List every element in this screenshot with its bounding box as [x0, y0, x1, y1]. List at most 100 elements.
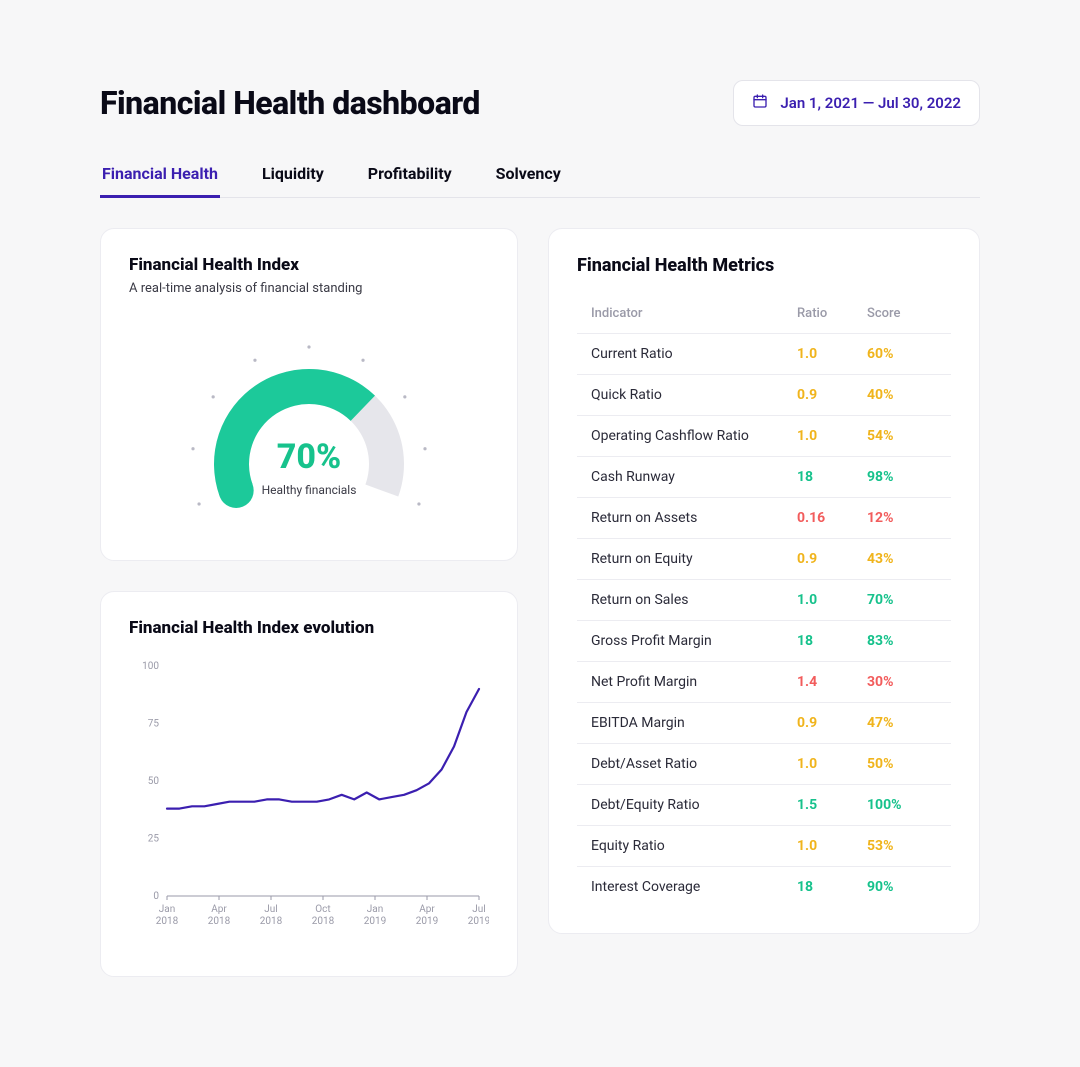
- indicator-cell: Gross Profit Margin: [591, 633, 797, 649]
- svg-text:2018: 2018: [260, 916, 283, 927]
- table-row: Current Ratio1.060%: [577, 333, 951, 374]
- score-cell: 54%: [867, 428, 937, 444]
- card-title: Financial Health Index evolution: [129, 618, 489, 638]
- tab-liquidity[interactable]: Liquidity: [260, 154, 326, 198]
- indicator-cell: Return on Equity: [591, 551, 797, 567]
- svg-text:2018: 2018: [208, 916, 231, 927]
- tab-financial-health[interactable]: Financial Health: [100, 154, 220, 198]
- table-row: Debt/Equity Ratio1.5100%: [577, 784, 951, 825]
- date-range-picker[interactable]: Jan 1, 2021 — Jul 30, 2022: [733, 80, 980, 126]
- score-cell: 47%: [867, 715, 937, 731]
- ratio-cell: 1.0: [797, 838, 867, 854]
- svg-text:Oct: Oct: [315, 904, 330, 915]
- financial-health-index-card: Financial Health Index A real-time analy…: [100, 228, 518, 561]
- table-row: Operating Cashflow Ratio1.054%: [577, 415, 951, 456]
- calendar-icon: [752, 93, 768, 113]
- indicator-cell: Return on Sales: [591, 592, 797, 608]
- ratio-cell: 1.0: [797, 756, 867, 772]
- ratio-cell: 0.9: [797, 387, 867, 403]
- score-cell: 53%: [867, 838, 937, 854]
- gauge-status: Healthy financials: [262, 483, 357, 497]
- svg-text:Jan: Jan: [159, 904, 175, 915]
- financial-health-metrics-card: Financial Health Metrics Indicator Ratio…: [548, 228, 980, 934]
- ratio-cell: 1.0: [797, 592, 867, 608]
- card-subtitle: A real-time analysis of financial standi…: [129, 281, 489, 296]
- card-title: Financial Health Index: [129, 255, 489, 275]
- score-cell: 100%: [867, 797, 937, 813]
- table-row: Net Profit Margin1.430%: [577, 661, 951, 702]
- svg-text:2019: 2019: [416, 916, 438, 927]
- ratio-cell: 0.16: [797, 510, 867, 526]
- svg-text:2018: 2018: [312, 916, 335, 927]
- svg-text:2019: 2019: [364, 916, 386, 927]
- ratio-cell: 1.5: [797, 797, 867, 813]
- score-cell: 90%: [867, 879, 937, 895]
- ratio-cell: 1.0: [797, 428, 867, 444]
- svg-text:75: 75: [148, 719, 160, 730]
- line-series: [167, 689, 479, 809]
- line-chart: 0255075100Jan2018Apr2018Jul2018Oct2018Ja…: [129, 656, 489, 950]
- dashboard: Financial Health dashboard Jan 1, 2021 —…: [40, 40, 1040, 1027]
- financial-health-evolution-card: Financial Health Index evolution 0 25 50 75…: [100, 591, 518, 977]
- tab-solvency[interactable]: Solvency: [494, 154, 563, 198]
- indicator-cell: Current Ratio: [591, 346, 797, 362]
- col-ratio: Ratio: [797, 306, 867, 321]
- tab-profitability[interactable]: Profitability: [366, 154, 454, 198]
- metrics-header: Indicator Ratio Score: [577, 294, 951, 333]
- table-row: Debt/Asset Ratio1.050%: [577, 743, 951, 784]
- ratio-cell: 1.0: [797, 346, 867, 362]
- table-row: Gross Profit Margin1883%: [577, 620, 951, 661]
- indicator-cell: Return on Assets: [591, 510, 797, 526]
- table-row: Cash Runway1898%: [577, 456, 951, 497]
- svg-text:50: 50: [148, 776, 160, 787]
- score-cell: 83%: [867, 633, 937, 649]
- indicator-cell: Operating Cashflow Ratio: [591, 428, 797, 444]
- ratio-cell: 0.9: [797, 551, 867, 567]
- indicator-cell: Debt/Equity Ratio: [591, 797, 797, 813]
- header: Financial Health dashboard Jan 1, 2021 —…: [100, 80, 980, 126]
- svg-text:25: 25: [148, 834, 160, 845]
- col-indicator: Indicator: [591, 306, 797, 321]
- left-column: Financial Health Index A real-time analy…: [100, 228, 518, 977]
- ratio-cell: 1.4: [797, 674, 867, 690]
- col-score: Score: [867, 306, 937, 321]
- score-cell: 43%: [867, 551, 937, 567]
- indicator-cell: Debt/Asset Ratio: [591, 756, 797, 772]
- svg-text:Jul: Jul: [264, 904, 277, 915]
- table-row: Return on Sales1.070%: [577, 579, 951, 620]
- table-row: Interest Coverage1890%: [577, 866, 951, 907]
- indicator-cell: Interest Coverage: [591, 879, 797, 895]
- table-row: EBITDA Margin0.947%: [577, 702, 951, 743]
- table-row: Return on Assets0.1612%: [577, 497, 951, 538]
- svg-text:Jul: Jul: [472, 904, 485, 915]
- svg-text:2019: 2019: [468, 916, 489, 927]
- score-cell: 60%: [867, 346, 937, 362]
- gauge-value: 70%: [277, 437, 341, 477]
- score-cell: 70%: [867, 592, 937, 608]
- svg-text:2018: 2018: [156, 916, 179, 927]
- svg-text:Apr: Apr: [211, 904, 227, 915]
- card-title: Financial Health Metrics: [577, 255, 951, 276]
- indicator-cell: Net Profit Margin: [591, 674, 797, 690]
- tabs: Financial Health Liquidity Profitability So…: [100, 154, 980, 198]
- metrics-body: Current Ratio1.060%Quick Ratio0.940%Oper…: [577, 333, 951, 907]
- score-cell: 40%: [867, 387, 937, 403]
- ratio-cell: 18: [797, 633, 867, 649]
- score-cell: 98%: [867, 469, 937, 485]
- svg-text:Jan: Jan: [367, 904, 383, 915]
- score-cell: 30%: [867, 674, 937, 690]
- ratio-cell: 18: [797, 469, 867, 485]
- content: Financial Health Index A real-time analy…: [100, 228, 980, 977]
- indicator-cell: Cash Runway: [591, 469, 797, 485]
- ratio-cell: 18: [797, 879, 867, 895]
- score-cell: 12%: [867, 510, 937, 526]
- svg-text:100: 100: [142, 661, 159, 672]
- table-row: Equity Ratio1.053%: [577, 825, 951, 866]
- indicator-cell: Quick Ratio: [591, 387, 797, 403]
- indicator-cell: Equity Ratio: [591, 838, 797, 854]
- page-title: Financial Health dashboard: [100, 84, 480, 122]
- ratio-cell: 0.9: [797, 715, 867, 731]
- score-cell: 50%: [867, 756, 937, 772]
- svg-text:0: 0: [153, 891, 159, 902]
- indicator-cell: EBITDA Margin: [591, 715, 797, 731]
